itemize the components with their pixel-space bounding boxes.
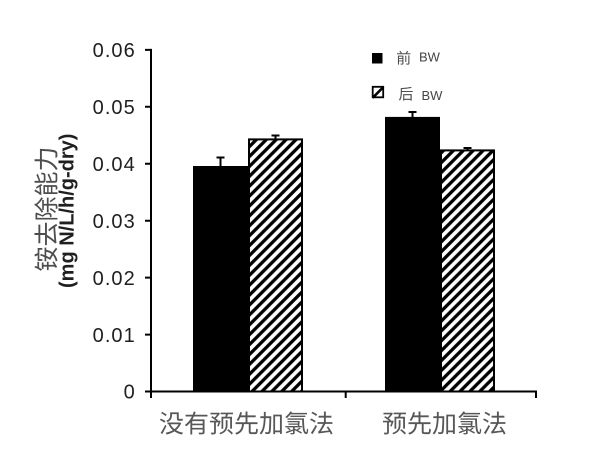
- svg-text:BW: BW: [422, 88, 444, 103]
- svg-text:0.06: 0.06: [93, 40, 136, 62]
- svg-text:BW: BW: [419, 50, 441, 65]
- svg-text:0: 0: [124, 382, 136, 404]
- svg-text:0.02: 0.02: [93, 268, 136, 290]
- svg-text:0.01: 0.01: [93, 325, 136, 347]
- svg-text:0.05: 0.05: [93, 97, 136, 119]
- svg-text:(mg N/L/h/g-dry): (mg N/L/h/g-dry): [57, 134, 79, 288]
- svg-text:0.03: 0.03: [93, 211, 136, 233]
- svg-text:0.04: 0.04: [93, 154, 136, 176]
